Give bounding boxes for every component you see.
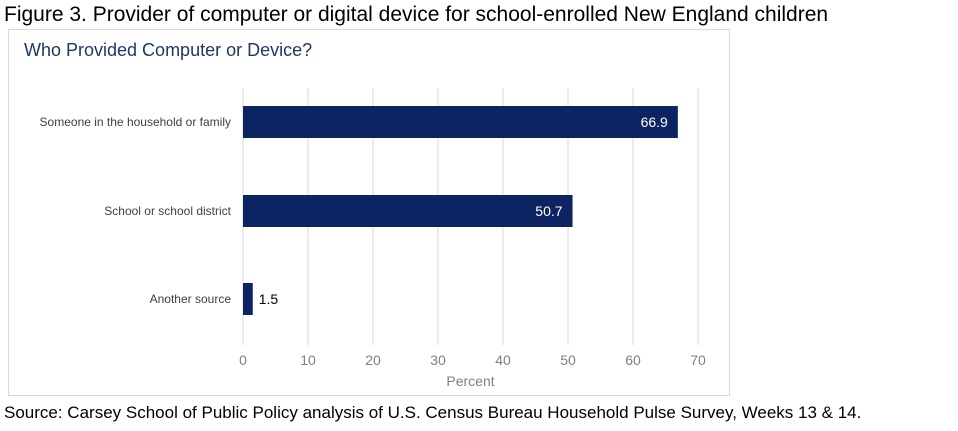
data-label: 50.7 (535, 203, 562, 219)
x-tick-label: 0 (239, 352, 247, 368)
bar (243, 283, 253, 315)
category-label: Another source (150, 292, 232, 306)
bars (243, 106, 678, 315)
bar (243, 106, 678, 138)
x-tick-label: 30 (430, 352, 446, 368)
x-axis-title: Percent (446, 373, 494, 389)
x-tick-label: 20 (365, 352, 381, 368)
x-tick-label: 40 (495, 352, 511, 368)
x-tick-label: 70 (690, 352, 706, 368)
figure-caption: Figure 3. Provider of computer or digita… (4, 3, 829, 26)
chart-title: Who Provided Computer or Device? (24, 40, 313, 60)
category-label: School or school district (104, 204, 231, 218)
x-axis-tick-labels: 0 10 20 30 40 50 60 70 (239, 352, 706, 368)
chart-panel: Who Provided Computer or Device? Someone… (8, 29, 730, 396)
x-tick-label: 10 (300, 352, 316, 368)
x-tick-label: 60 (625, 352, 641, 368)
category-labels: Someone in the household or family School… (40, 115, 232, 306)
x-tick-label: 50 (560, 352, 576, 368)
data-label: 66.9 (641, 114, 668, 130)
data-label: 1.5 (259, 291, 279, 307)
bar (243, 195, 573, 227)
data-labels: 66.9 50.7 1.5 (259, 114, 668, 307)
bar-chart: Someone in the household or family School… (40, 88, 706, 389)
source-note: Source: Carsey School of Public Policy a… (4, 403, 862, 422)
category-label: Someone in the household or family (40, 115, 231, 129)
